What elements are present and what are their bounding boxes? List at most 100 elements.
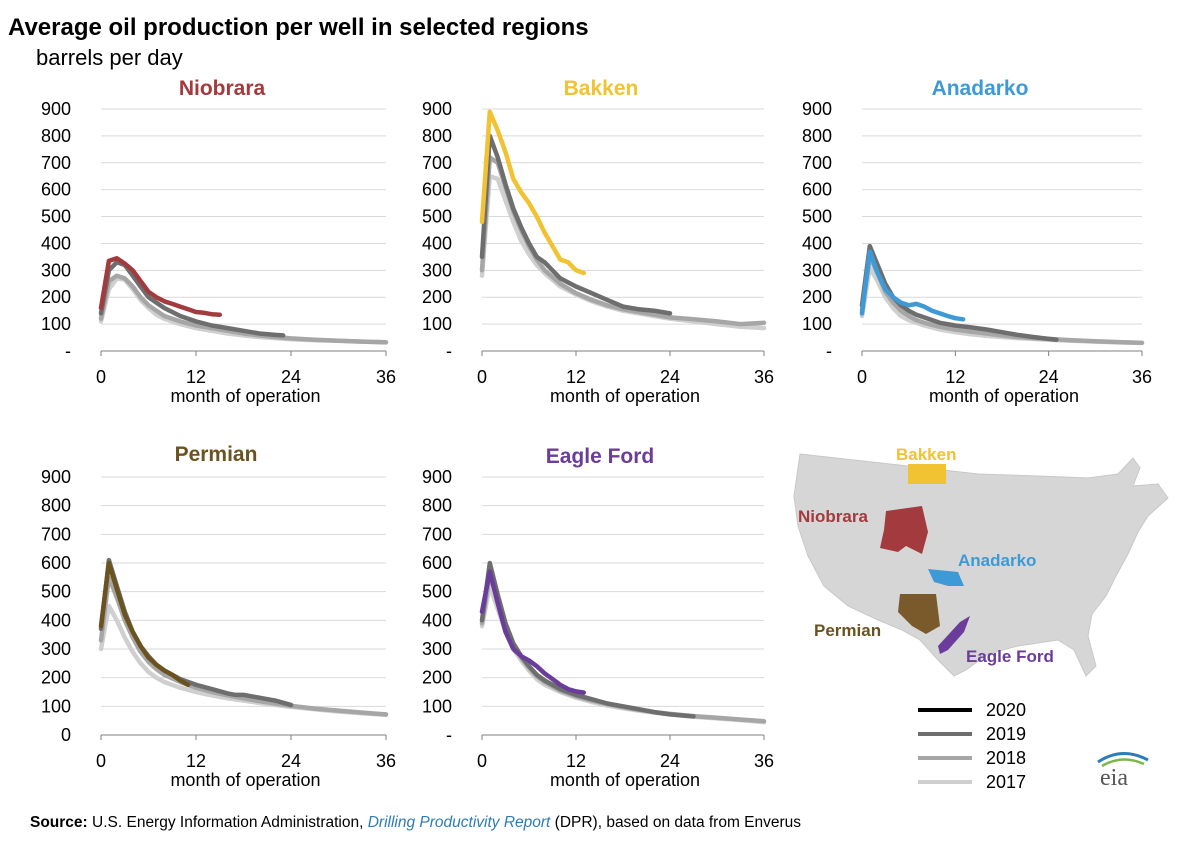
permian-xtick-label: 12 bbox=[186, 751, 206, 771]
permian-ytick-label: 400 bbox=[41, 610, 71, 630]
us-map-outline bbox=[793, 453, 1169, 677]
legend-item: 2019 bbox=[918, 722, 1026, 746]
niobrara-ytick-label: 300 bbox=[41, 260, 71, 280]
anadarko-ytick-label: 400 bbox=[802, 233, 832, 253]
permian-ytick-label: 500 bbox=[41, 582, 71, 602]
source-text-after: (DPR), based on data from Enverus bbox=[554, 814, 802, 831]
bakken-ytick-label: 100 bbox=[422, 314, 452, 334]
permian-title: Permian bbox=[175, 443, 258, 466]
eagle-ford-ytick-label: 900 bbox=[422, 467, 452, 487]
bakken-ytick-label: - bbox=[446, 341, 452, 361]
bakken-ytick-label: 200 bbox=[422, 287, 452, 307]
anadarko-xlabel: month of operation bbox=[929, 386, 1079, 406]
bakken-ytick-label: 400 bbox=[422, 233, 452, 253]
anadarko-ytick-label: 900 bbox=[802, 99, 832, 119]
eagle-ford-xtick-label: 0 bbox=[477, 751, 487, 771]
niobrara-ytick-label: 700 bbox=[41, 153, 71, 173]
eia-logo-arc-blue bbox=[1097, 752, 1149, 764]
eagle-ford-ytick-label: 300 bbox=[422, 639, 452, 659]
eagle-ford-xlabel: month of operation bbox=[550, 770, 700, 790]
niobrara-ytick-label: 800 bbox=[41, 126, 71, 146]
permian-xtick-label: 0 bbox=[96, 751, 106, 771]
niobrara-ytick-label: 500 bbox=[41, 207, 71, 227]
niobrara-series-2020 bbox=[98, 255, 223, 317]
niobrara-ytick-label: - bbox=[65, 341, 71, 361]
map-label-bakken: Bakken bbox=[896, 445, 956, 464]
legend-swatch-2019 bbox=[918, 732, 972, 736]
map-label-eagle-ford: Eagle Ford bbox=[966, 647, 1054, 666]
legend-swatch-2018 bbox=[918, 756, 972, 760]
niobrara-ytick-label: 100 bbox=[41, 314, 71, 334]
niobrara-ytick-label: 200 bbox=[41, 287, 71, 307]
niobrara-xtick-label: 36 bbox=[376, 367, 396, 387]
legend-label: 2017 bbox=[986, 771, 1027, 792]
anadarko-series-2018 bbox=[859, 254, 1145, 346]
eagle-ford-series-2019 bbox=[479, 560, 696, 719]
map-label-anadarko: Anadarko bbox=[958, 551, 1036, 570]
legend-swatch-2017 bbox=[918, 780, 972, 784]
niobrara-ytick-label: 400 bbox=[41, 233, 71, 253]
eagle-ford-xtick-label: 12 bbox=[566, 751, 586, 771]
bakken-xlabel: month of operation bbox=[550, 386, 700, 406]
legend-item: 2018 bbox=[918, 746, 1026, 770]
eagle-ford-title: Eagle Ford bbox=[546, 445, 655, 468]
eagle-ford-region bbox=[938, 616, 970, 654]
page-subtitle: barrels per day bbox=[36, 45, 183, 70]
permian-ytick-label: 200 bbox=[41, 668, 71, 688]
bakken-ytick-label: 700 bbox=[422, 153, 452, 173]
niobrara-ytick-label: 900 bbox=[41, 99, 71, 119]
bakken-ytick-label: 900 bbox=[422, 99, 452, 119]
permian-ytick-label: 900 bbox=[41, 467, 71, 487]
eagle-ford-series-2018 bbox=[479, 572, 767, 724]
bakken-ytick-label: 800 bbox=[422, 126, 452, 146]
bakken-xtick-label: 36 bbox=[754, 367, 774, 387]
eagle-ford-series-2017 bbox=[479, 583, 767, 725]
eagle-ford-ytick-label: 800 bbox=[422, 496, 452, 516]
bakken-region bbox=[908, 464, 946, 484]
anadarko-ytick-label: 500 bbox=[802, 207, 832, 227]
anadarko-xtick-label: 24 bbox=[1039, 367, 1059, 387]
legend-label: 2020 bbox=[986, 699, 1027, 720]
anadarko-xtick-label: 36 bbox=[1132, 367, 1152, 387]
niobrara-xtick-label: 0 bbox=[96, 367, 106, 387]
eagle-ford-ytick-label: 100 bbox=[422, 696, 452, 716]
permian-series-2018 bbox=[98, 575, 389, 717]
bakken-xtick-label: 24 bbox=[660, 367, 680, 387]
permian-series-2020 bbox=[98, 560, 191, 688]
eagle-ford-ytick-label: 400 bbox=[422, 610, 452, 630]
niobrara-ytick-label: 600 bbox=[41, 180, 71, 200]
eagle-ford-series-2020 bbox=[479, 569, 587, 695]
anadarko-region bbox=[928, 569, 964, 586]
eagle-ford-ytick-label: 600 bbox=[422, 553, 452, 573]
bakken-title: Bakken bbox=[564, 77, 639, 100]
niobrara-xlabel: month of operation bbox=[170, 386, 320, 406]
permian-region bbox=[898, 594, 940, 634]
anadarko-title: Anadarko bbox=[932, 77, 1029, 100]
bakken-ytick-label: 600 bbox=[422, 180, 452, 200]
permian-ytick-label: 800 bbox=[41, 496, 71, 516]
permian-ytick-label: 600 bbox=[41, 553, 71, 573]
eagle-ford-xtick-label: 36 bbox=[754, 751, 774, 771]
bakken-ytick-label: 500 bbox=[422, 207, 452, 227]
permian-ytick-label: 300 bbox=[41, 639, 71, 659]
anadarko-xtick-label: 12 bbox=[945, 367, 965, 387]
source-link[interactable]: Drilling Productivity Report bbox=[367, 814, 551, 831]
bakken-xtick-label: 12 bbox=[566, 367, 586, 387]
eagle-ford-ytick-label: 700 bbox=[422, 524, 452, 544]
bakken-series-2019 bbox=[479, 133, 673, 316]
eagle-ford-ytick-label: - bbox=[446, 725, 452, 745]
anadarko-series-2020 bbox=[859, 249, 966, 322]
anadarko-ytick-label: 300 bbox=[802, 260, 832, 280]
permian-ytick-label: 700 bbox=[41, 524, 71, 544]
eagle-ford-ytick-label: 500 bbox=[422, 582, 452, 602]
legend-item: 2020 bbox=[918, 698, 1026, 722]
map-label-permian: Permian bbox=[814, 621, 881, 640]
source-text-before: U.S. Energy Information Administration, bbox=[92, 814, 364, 831]
niobrara-xtick-label: 12 bbox=[186, 367, 206, 387]
legend-label: 2019 bbox=[986, 723, 1027, 744]
niobrara-xtick-label: 24 bbox=[281, 367, 301, 387]
eagle-ford-xtick-label: 24 bbox=[660, 751, 680, 771]
permian-xtick-label: 24 bbox=[281, 751, 301, 771]
legend-swatch-2020 bbox=[918, 708, 972, 712]
legend-item: 2017 bbox=[918, 770, 1026, 794]
